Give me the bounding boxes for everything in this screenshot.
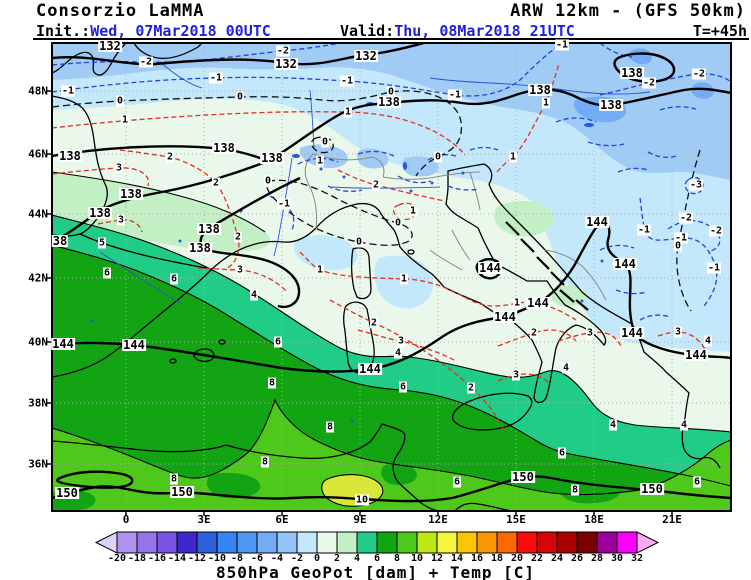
colorbar-tick: 30 [610,553,624,564]
valid-time: Valid:Thu, 08Mar2018 21UTC [340,22,575,40]
lat-label: 40N [28,335,48,349]
colorbar-tick: 6 [373,553,381,564]
header-divider [33,38,749,40]
lat-label: 46N [28,147,48,161]
country-borders [304,153,607,301]
colorbar-cell [156,531,178,554]
colorbar-cell [416,531,438,554]
lon-label: 15E [506,513,526,526]
colorbar-cell [436,531,458,554]
croatian-islands [505,221,589,311]
colorbar-tick: 2 [333,553,341,564]
colorbar-tick: -8 [230,553,244,564]
colorbar-cell [136,531,158,554]
colorbar-tick: -16 [147,553,167,564]
colorbar-tick: 8 [393,553,401,564]
colorbar-tick: -12 [187,553,207,564]
init-label: Init.: [36,22,91,40]
lat-label: 42N [28,271,48,285]
colorbar-cell [276,531,298,554]
colorbar-cell [496,531,518,554]
colorbar-cell [376,531,398,554]
lon-label: 6E [275,513,289,526]
init-time: Init.:Wed, 07Mar2018 00UTC [36,22,271,40]
temp-contours-negative [52,43,731,321]
colorbar-tick: -6 [250,553,264,564]
colorbar-tick: 22 [530,553,544,564]
lead-time: T=+45h [692,22,747,40]
colorbar-cell [316,531,338,554]
model-title: ARW 12km - (GFS 50km) [510,1,746,21]
lat-label: 38N [28,396,48,410]
colorbar-tick: 18 [490,553,504,564]
colorbar-tick: 0 [313,553,321,564]
colorbar-left-arrow [94,531,118,554]
colorbar-cell [536,531,558,554]
colorbar-tick: -4 [270,553,284,564]
valid-label: Valid: [340,22,395,40]
weather-map [46,42,732,516]
colorbar-cell [176,531,198,554]
colorbar-cell [596,531,618,554]
colorbar-tick: -2 [290,553,304,564]
colorbar-tick: -20 [107,553,127,564]
colorbar-cell [476,531,498,554]
colorbar-cell [396,531,418,554]
colorbar-tick: 24 [550,553,564,564]
lon-label: 12E [428,513,448,526]
map-frame [51,42,732,512]
valid-value: Thu, 08Mar2018 21UTC [394,22,575,40]
field-minus4-minus2 [52,43,731,180]
colorbar-cell [236,531,258,554]
colorbar-tick: 12 [430,553,444,564]
isotherm-lines [52,171,731,507]
colorbar-tick: 4 [353,553,361,564]
colorbar-tick: 16 [470,553,484,564]
colorbar [0,531,751,554]
init-value: Wed, 07Mar2018 00UTC [90,22,271,40]
field-2-4 [52,172,587,307]
colorbar-cell [456,531,478,554]
lat-label: 36N [28,457,48,471]
colorbar-cell [256,531,278,554]
colorbar-title: 850hPa GeoPot [dam] + Temp [C] [216,563,535,580]
colorbar-cell [116,531,138,554]
field-6-8 [52,245,731,511]
lat-label: 44N [28,207,48,221]
colorbar-tick: -18 [127,553,147,564]
axis-ticks [46,90,673,516]
colorbar-cell [616,531,638,554]
colorbar-tick: 10 [410,553,424,564]
colorbar-cell [196,531,218,554]
lon-label: 3E [197,513,211,526]
colorbar-tick: 14 [450,553,464,564]
colorbar-right-arrow [636,531,660,554]
colorbar-tick: 26 [570,553,584,564]
colorbar-cell [216,531,238,554]
colorbar-cell [336,531,358,554]
colorbar-cell [516,531,538,554]
colorbar-cell [576,531,598,554]
colorbar-cells [116,531,638,554]
lon-label: 9E [353,513,367,526]
lon-label: 18E [584,513,604,526]
colorbar-cell [556,531,578,554]
colorbar-tick: -10 [207,553,227,564]
po-valley-pocket [294,235,434,309]
colorbar-tick: 32 [630,553,644,564]
lat-label: 48N [28,84,48,98]
colorbar-ticks: -20 -18 -16 -14 -12 -10 -8 -6 -4 -2 0 2 4 6 8 10 12 14 16 1… [0,553,751,565]
colorbar-cell [296,531,318,554]
colorbar-cell [356,531,378,554]
colorbar-tick: -14 [167,553,187,564]
lon-label: 21E [662,513,682,526]
colorbar-tick: 20 [510,553,524,564]
lon-label: 0 [122,513,130,526]
colorbar-tick: 28 [590,553,604,564]
page-title: Consorzio LaMMA [36,1,205,21]
